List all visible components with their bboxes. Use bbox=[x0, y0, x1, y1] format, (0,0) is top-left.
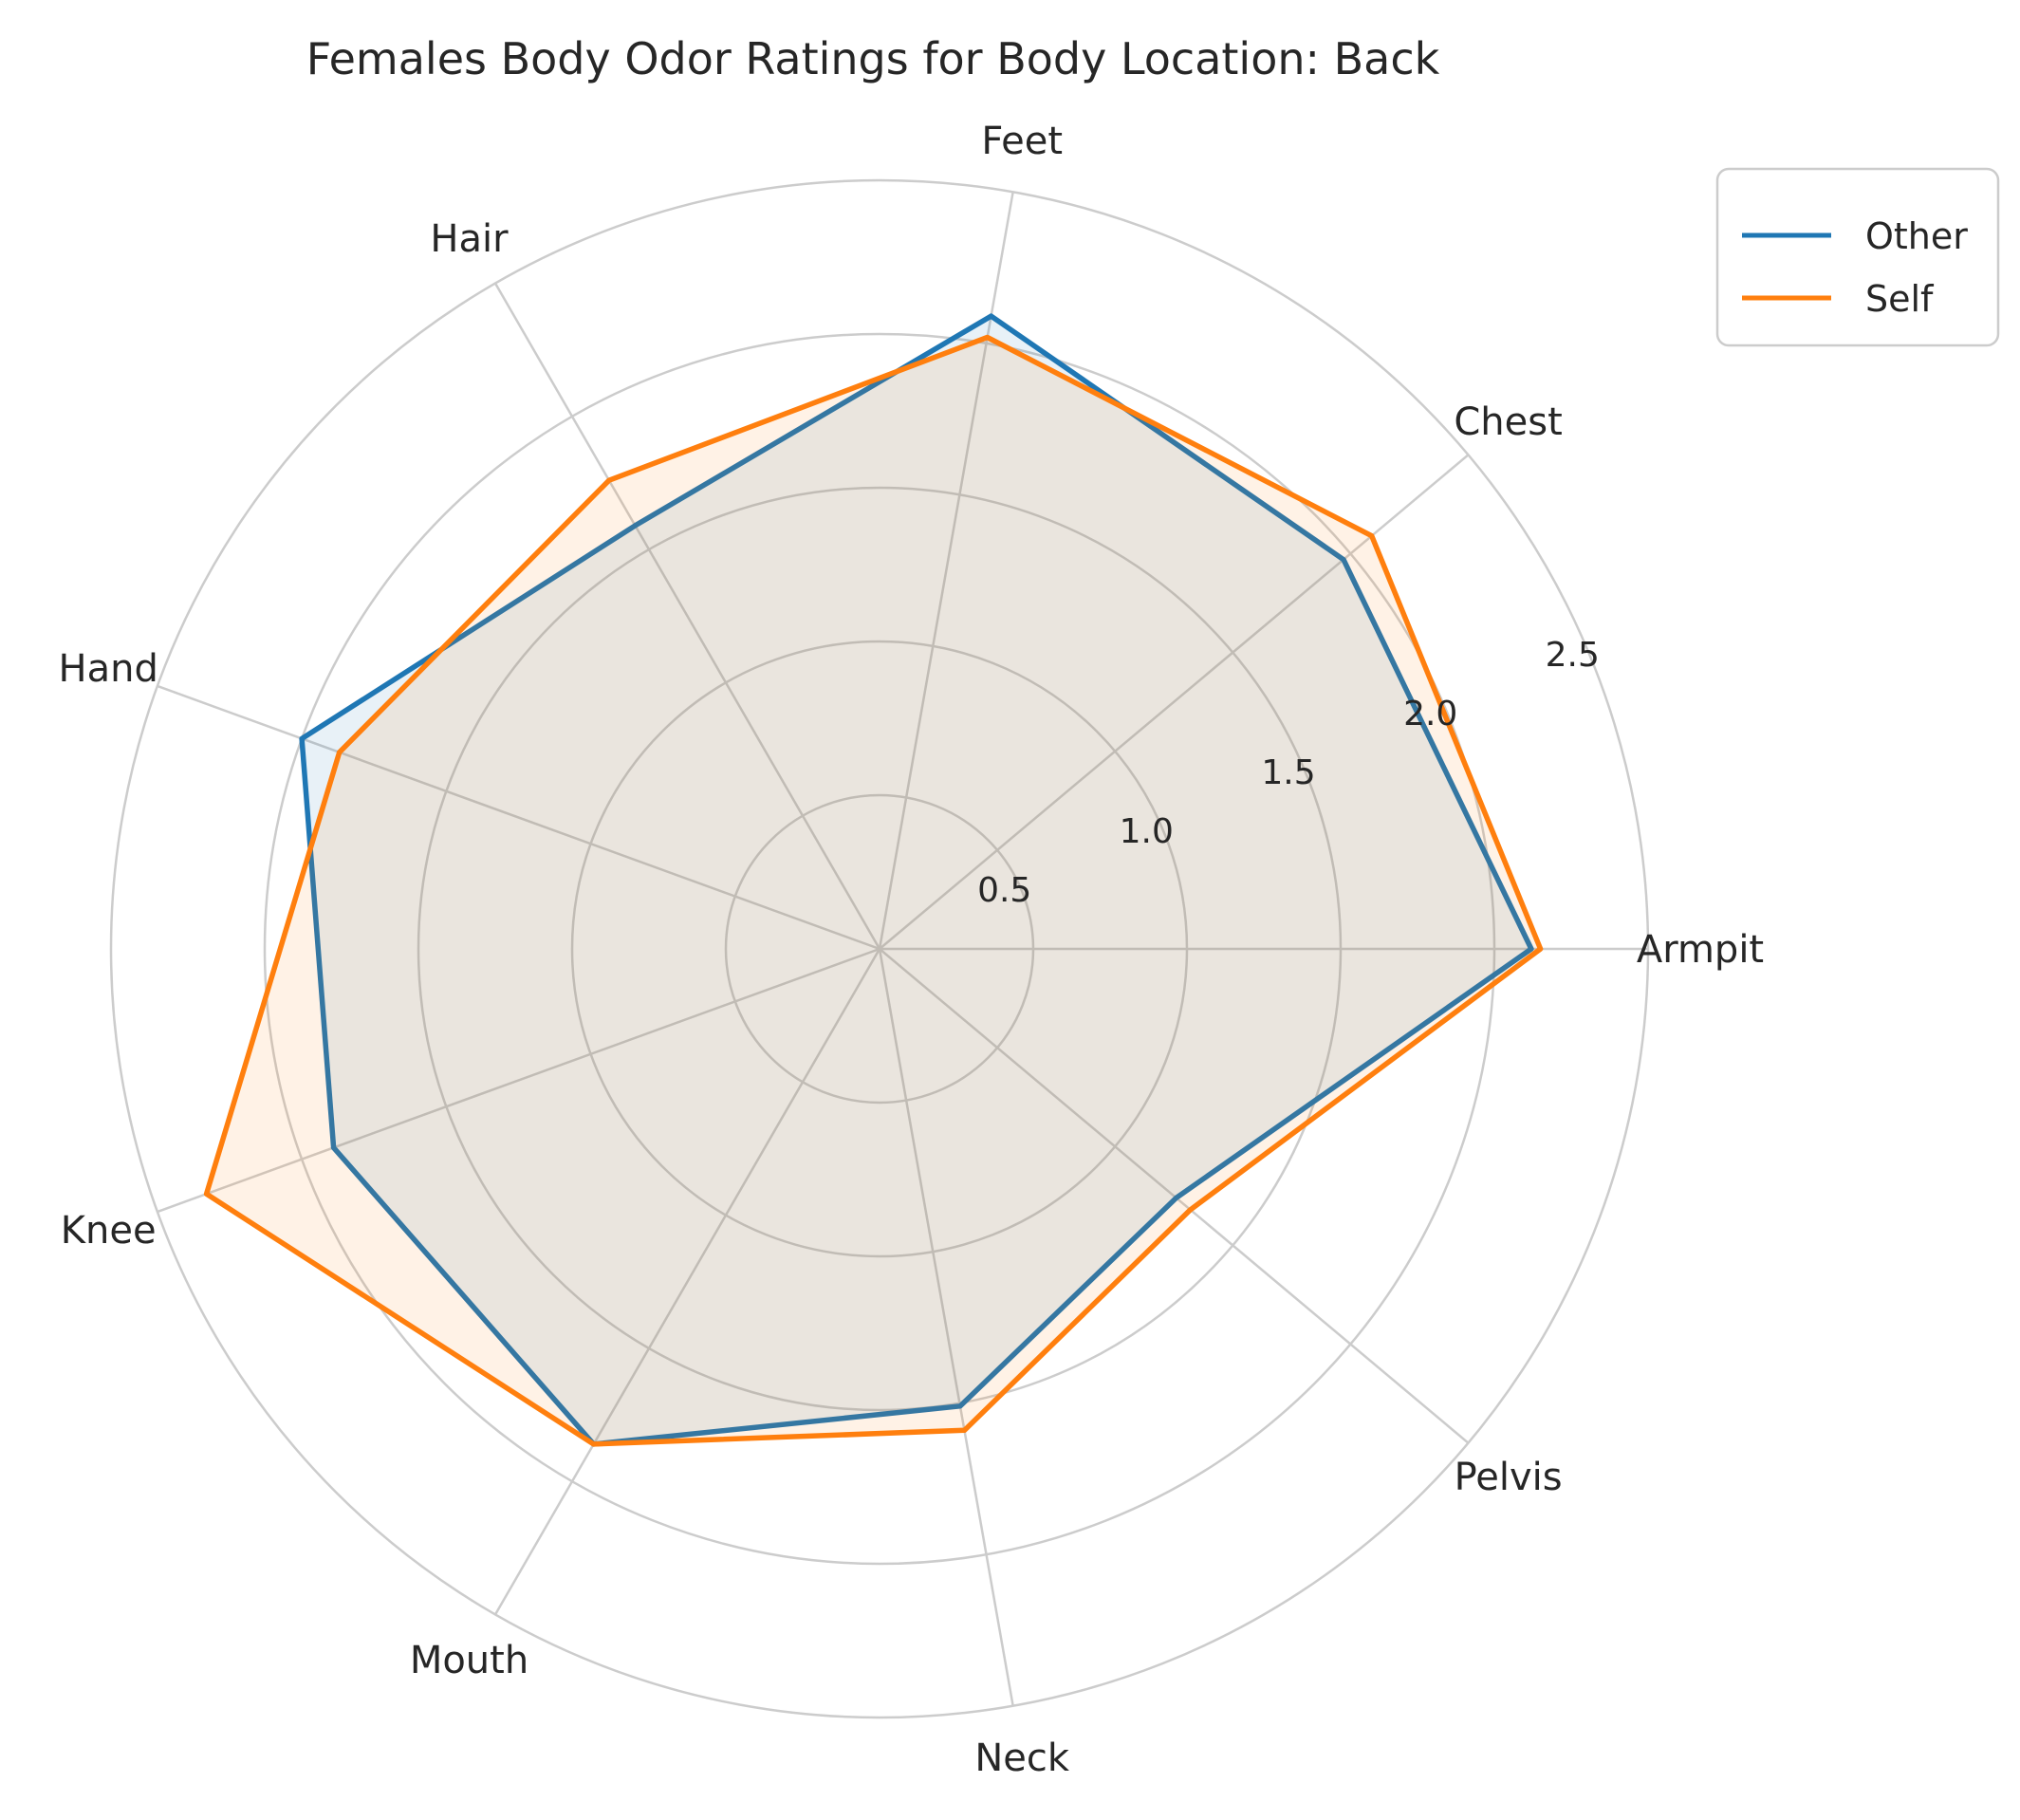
radial-tick-label: 2.0 bbox=[1403, 695, 1457, 734]
radial-tick-labels: 0.5 1.0 1.5 2.0 2.5 bbox=[977, 636, 1600, 910]
radial-tick-label: 0.5 bbox=[977, 871, 1031, 910]
category-label-hair: Hair bbox=[430, 217, 509, 261]
series-fill-self bbox=[206, 337, 1541, 1444]
grid-spoke bbox=[157, 947, 880, 1214]
category-labels: Armpit Chest Feet Hair Hand Knee Mouth Neck Pelv… bbox=[59, 120, 1765, 1780]
grid-spoke bbox=[493, 282, 881, 950]
polar-grid bbox=[109, 178, 1650, 1719]
category-label-knee: Knee bbox=[61, 1209, 157, 1253]
series-line-other bbox=[299, 313, 1534, 1447]
radial-tick-label: 1.0 bbox=[1120, 812, 1174, 851]
chart-title: Females Body Odor Ratings for Body Locat… bbox=[306, 33, 1440, 84]
legend-frame bbox=[1715, 167, 2000, 347]
series-line-self bbox=[203, 334, 1544, 1447]
category-label-armpit: Armpit bbox=[1637, 928, 1764, 972]
grid-spoke bbox=[879, 948, 1470, 1444]
radial-tick-label: 2.5 bbox=[1546, 636, 1600, 675]
category-label-feet: Feet bbox=[981, 120, 1063, 163]
legend-label-other: Other bbox=[1865, 215, 1968, 257]
legend: Other Self bbox=[1715, 167, 2000, 347]
grid-spoke bbox=[493, 948, 881, 1616]
category-label-hand: Hand bbox=[59, 647, 158, 691]
category-label-pelvis: Pelvis bbox=[1455, 1456, 1563, 1499]
grid-spoke bbox=[157, 684, 880, 951]
category-label-neck: Neck bbox=[974, 1736, 1070, 1780]
category-label-mouth: Mouth bbox=[410, 1639, 528, 1682]
legend-label-self: Self bbox=[1865, 278, 1935, 320]
series-group bbox=[203, 313, 1544, 1447]
radial-tick-label: 1.5 bbox=[1261, 753, 1315, 792]
category-label-chest: Chest bbox=[1454, 400, 1562, 444]
grid-spoke bbox=[878, 948, 1014, 1706]
